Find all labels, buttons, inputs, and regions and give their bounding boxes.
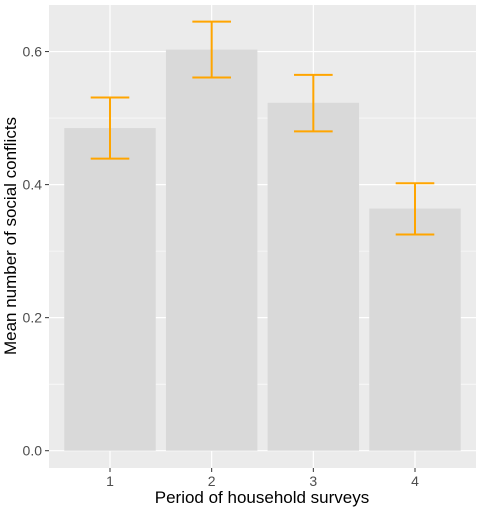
bar bbox=[165, 49, 258, 451]
x-tick-label: 3 bbox=[309, 473, 317, 489]
error-bar bbox=[395, 182, 435, 236]
y-tick-label: 0.2 bbox=[23, 310, 43, 326]
x-tick-label: 1 bbox=[106, 473, 114, 489]
error-bars bbox=[90, 20, 435, 236]
x-tick-label: 2 bbox=[208, 473, 216, 489]
y-tick-label: 0.4 bbox=[23, 177, 43, 193]
y-axis-title: Mean number of social conflicts bbox=[1, 117, 20, 355]
error-bar bbox=[294, 73, 333, 133]
x-tick-label: 4 bbox=[411, 473, 419, 489]
error-bar bbox=[90, 96, 130, 160]
x-axis-ticks: 1 2 3 4 bbox=[106, 468, 419, 489]
bars bbox=[64, 49, 461, 451]
error-bar bbox=[192, 20, 231, 79]
bar bbox=[267, 102, 360, 451]
y-axis-ticks: 0.0 0.2 0.4 0.6 bbox=[23, 44, 49, 459]
bar bbox=[369, 208, 461, 451]
y-tick-label: 0.6 bbox=[23, 44, 43, 60]
bar bbox=[64, 128, 156, 451]
y-tick-label: 0.0 bbox=[23, 443, 43, 459]
x-axis-title: Period of household surveys bbox=[155, 488, 370, 507]
